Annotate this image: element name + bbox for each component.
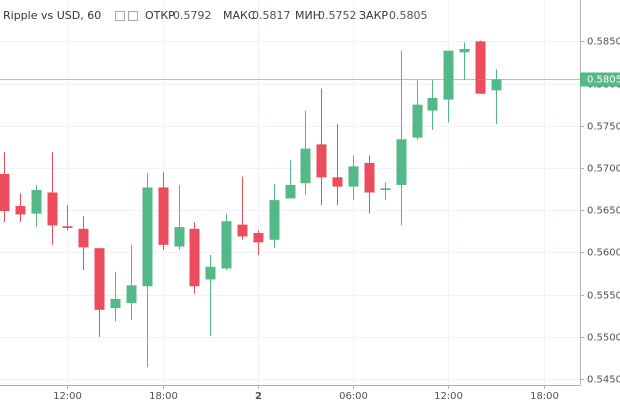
candle-body [412, 104, 423, 138]
x-tick-label: 06:00 [339, 391, 368, 402]
candle-body [316, 144, 327, 178]
candle-body [396, 139, 407, 185]
candle-body [285, 184, 296, 199]
x-tick-label: 18:00 [530, 391, 559, 402]
candle-body [126, 285, 137, 304]
candle-body [237, 224, 248, 237]
candle-body [475, 41, 486, 94]
candle-body [459, 48, 470, 53]
candle-body [364, 162, 375, 193]
close-label: ЗАКР [359, 9, 388, 22]
last-price-box [580, 72, 620, 87]
x-tick-label: 12:00 [434, 391, 463, 402]
open-value: 0.5792 [173, 9, 212, 22]
y-tick-label: 0.5550 [587, 291, 620, 302]
high-label: МАКС [223, 9, 256, 22]
candle-body [427, 97, 438, 111]
candle-body [110, 298, 121, 309]
high-value: 0.5817 [252, 9, 291, 22]
candle-body [0, 173, 10, 212]
last-price-label: 0.5805 [587, 75, 620, 86]
candle-body [205, 266, 216, 280]
candle-body [15, 206, 26, 215]
candle-body [158, 187, 169, 245]
candle-body [332, 177, 343, 187]
icon[interactable] [128, 11, 138, 21]
close-value: 0.5805 [389, 9, 428, 22]
candle-body [142, 187, 153, 287]
candle-body [31, 189, 42, 214]
icon[interactable] [115, 11, 125, 21]
y-tick-label: 0.5700 [587, 164, 620, 175]
y-tick-label: 0.5600 [587, 248, 620, 259]
low-label: МИН [295, 9, 321, 22]
y-tick-label: 0.5750 [587, 122, 620, 133]
y-tick-label: 0.5450 [587, 375, 620, 386]
candle-body [221, 221, 232, 269]
low-value: 0.5752 [318, 9, 357, 22]
candle-body [380, 188, 391, 190]
candle-body [62, 226, 73, 228]
y-tick-label: 0.5850 [587, 37, 620, 48]
candle-body [491, 79, 502, 91]
x-tick-label: 2 [255, 391, 262, 402]
candle-body [94, 248, 105, 310]
y-tick-label: 0.5650 [587, 206, 620, 217]
candle-body [443, 50, 454, 100]
candle-body [47, 192, 58, 226]
candle-body [189, 228, 200, 287]
candle-body [348, 166, 359, 187]
chart-title: Ripple vs USD, 60 [3, 9, 101, 22]
candle-body [174, 227, 185, 247]
candle-body [78, 228, 89, 248]
candle-body [253, 233, 264, 243]
candle-body [269, 200, 280, 240]
candles [0, 40, 502, 368]
y-tick-label: 0.5500 [587, 333, 620, 344]
open-label: ОТКР [145, 9, 175, 22]
candle-body [300, 148, 311, 184]
x-tick-label: 12:00 [53, 391, 82, 402]
x-tick-label: 18:00 [149, 391, 178, 402]
